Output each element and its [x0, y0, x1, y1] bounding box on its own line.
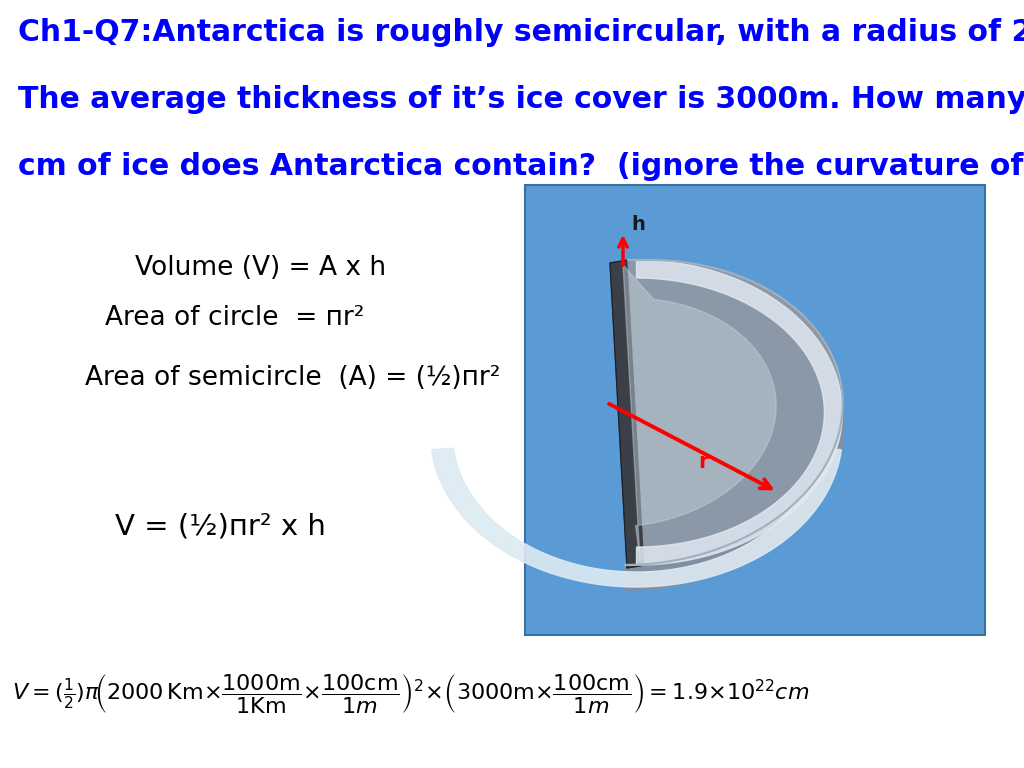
Polygon shape: [625, 260, 844, 590]
Text: The average thickness of it’s ice cover is 3000m. How many cubic: The average thickness of it’s ice cover …: [18, 85, 1024, 114]
Polygon shape: [623, 265, 776, 560]
Polygon shape: [610, 260, 645, 568]
Text: Area of semicircle  (A) = (½)пr²: Area of semicircle (A) = (½)пr²: [85, 365, 501, 391]
Bar: [525, 185, 985, 635]
Text: cm of ice does Antarctica contain?  (ignore the curvature of earth): cm of ice does Antarctica contain? (igno…: [18, 152, 1024, 181]
Text: V = (½)пr² x h: V = (½)пr² x h: [115, 513, 326, 541]
Text: r: r: [698, 452, 709, 472]
Text: Volume (V) = A x h: Volume (V) = A x h: [135, 255, 386, 281]
Polygon shape: [432, 449, 842, 587]
Text: $V = (\frac{1}{2})\pi\!\left(2000\,\mathrm{Km}{\times}\dfrac{1000\mathrm{m}}{1\m: $V = (\frac{1}{2})\pi\!\left(2000\,\math…: [12, 672, 809, 715]
Polygon shape: [637, 260, 843, 565]
Polygon shape: [625, 260, 843, 565]
Text: Area of circle  = пr²: Area of circle = пr²: [105, 305, 365, 331]
Text: Ch1-Q7:Antarctica is roughly semicircular, with a radius of 2000Km.: Ch1-Q7:Antarctica is roughly semicircula…: [18, 18, 1024, 47]
Text: h: h: [631, 215, 645, 234]
